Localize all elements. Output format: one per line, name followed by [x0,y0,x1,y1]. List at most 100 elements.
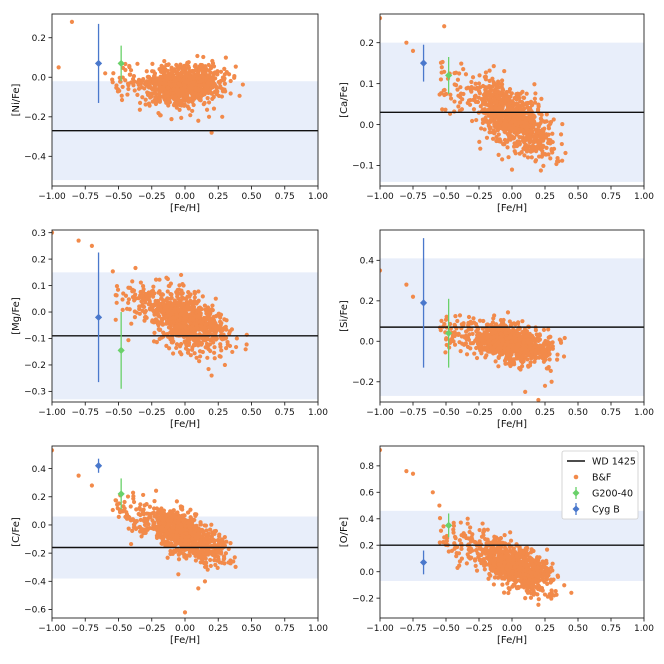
bf-point [144,511,149,516]
bf-point [498,345,503,351]
bf-point [176,519,181,524]
bf-point [509,339,514,344]
bf-point [157,99,163,104]
bf-point [116,514,121,519]
bf-point [540,352,546,357]
bf-point [201,54,206,60]
bf-point [521,330,526,335]
bf-point [536,102,541,107]
bf-point [463,72,469,77]
y-axis-label: [C/Fe] [11,517,22,547]
bf-point [159,525,165,530]
bf-point [493,89,498,94]
bf-point [192,526,198,531]
bf-point [532,82,537,87]
bf-point [223,55,228,60]
x-tick-label: −0.75 [71,624,99,634]
bf-point [132,314,138,320]
bf-point [138,280,143,285]
bf-point [188,317,193,323]
bf-point [188,530,193,535]
g200-40-marker [117,346,125,354]
bf-point [497,113,502,118]
x-tick-label: 0.00 [502,192,522,202]
bf-point [127,285,133,290]
g200-40-marker [445,329,453,337]
bf-point [494,138,499,144]
bf-point [170,351,176,356]
bf-point [205,314,210,320]
bf-point [216,538,221,543]
bf-point [122,499,127,505]
bf-point [123,78,128,83]
bf-point [237,93,242,98]
bf-point [488,118,493,123]
bf-point [162,94,167,100]
bf-point [490,92,495,97]
bf-point [126,83,131,88]
bf-point [174,510,179,516]
x-tick-label: 0.25 [535,192,555,202]
bf-point [527,346,533,351]
bf-point [137,505,142,511]
bf-point [477,336,482,341]
bf-point [487,98,492,103]
bf-point [154,535,160,541]
bf-point [380,268,383,273]
bf-point [496,106,501,111]
bf-point [555,156,560,161]
bf-point [469,321,474,326]
x-tick-label: 0.25 [208,408,228,418]
bf-point [483,77,488,82]
bf-point [560,121,565,127]
bf-point [176,557,182,562]
bf-point [240,82,245,87]
bf-point [230,349,235,355]
bf-point [196,586,201,591]
y-axis-label: [Ca/Fe] [339,82,350,118]
bf-point [487,68,492,73]
bf-point [532,359,537,364]
bf-point [186,553,191,558]
bf-point [451,339,456,344]
bf-point [460,341,465,346]
bf-point [549,147,554,152]
bf-point [114,83,119,88]
bf-point [461,321,466,326]
bf-point [193,553,198,559]
bf-point [144,520,149,525]
bf-point [481,118,486,123]
bf-point [52,448,55,453]
bf-point [443,337,449,342]
bf-point [478,331,483,337]
bf-point [203,556,208,561]
bf-point [220,327,225,333]
bf-point [151,308,156,313]
bf-point [220,337,225,342]
bf-point [480,346,485,351]
bf-point [482,127,487,132]
bf-point [206,114,212,119]
bf-point [185,350,191,355]
bf-point [170,302,175,308]
bf-point [507,123,512,128]
bf-point [514,132,519,137]
panel-ni: −1.00 −0.75 −0.50 −0.25 0.00 0.25 0.50 0.75 1.00… [11,13,328,214]
bf-point [153,91,159,97]
bf-point [522,121,528,126]
bf-point [179,341,184,347]
bf-point [174,499,179,504]
bf-point [209,549,214,554]
bf-point [495,127,501,133]
bf-point [180,538,186,543]
bf-point [143,102,148,107]
bf-point [174,105,179,110]
bf-point [514,116,519,121]
bf-point [146,74,151,79]
bf-point [176,296,181,301]
bf-point [490,130,495,135]
bf-point [490,84,495,89]
bf-point [529,349,534,355]
bf-point [532,137,537,142]
